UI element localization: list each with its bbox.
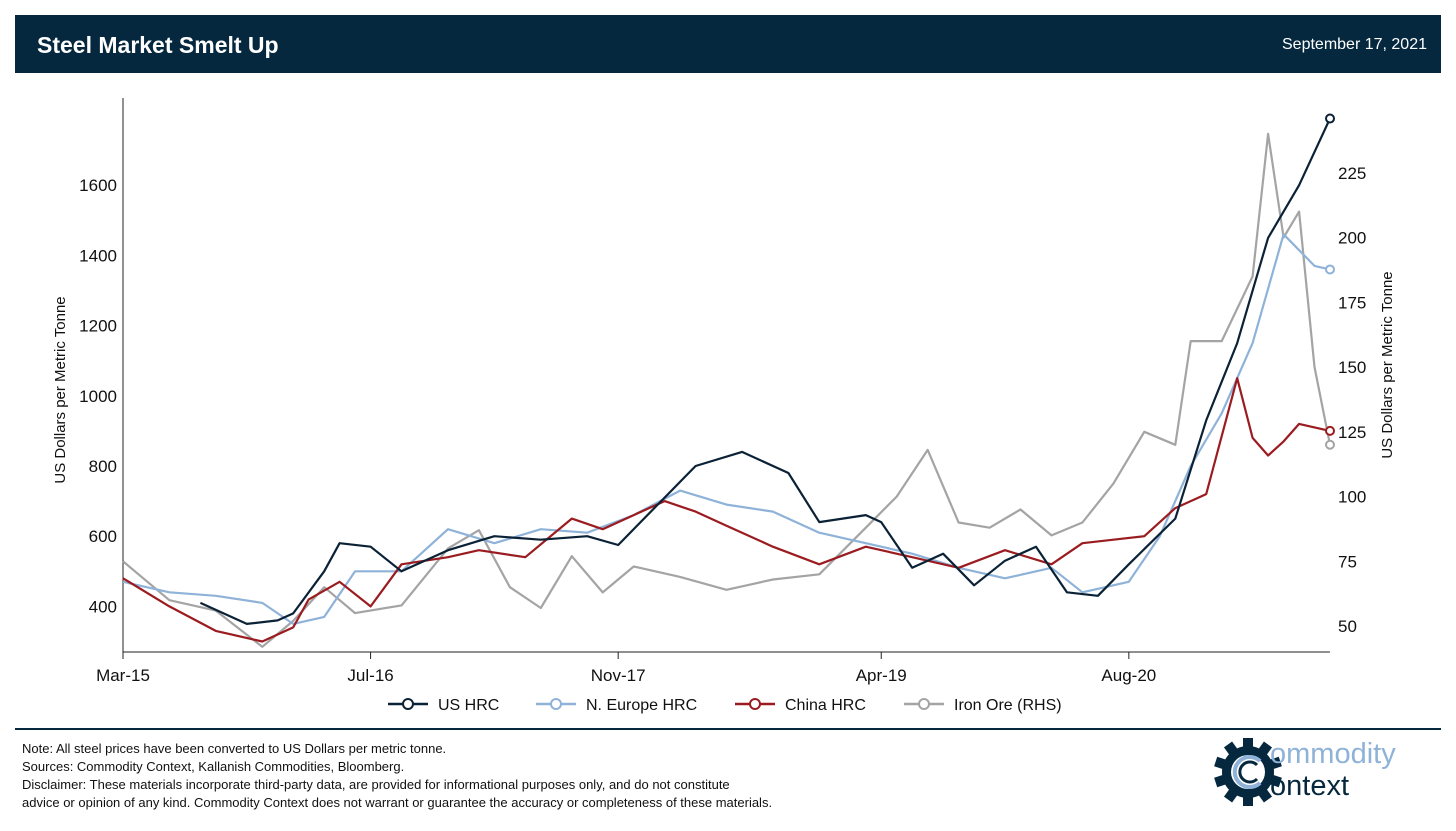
x-tick-label: Jul-16 bbox=[347, 666, 393, 685]
gear-icon bbox=[1214, 738, 1282, 806]
legend-label-us-hrc: US HRC bbox=[438, 697, 499, 714]
series-line-n-europe-hrc bbox=[122, 233, 1331, 626]
y-left-tick-label: 800 bbox=[89, 457, 117, 476]
y-left-tick-label: 1600 bbox=[79, 176, 117, 195]
legend-label-china-hrc: China HRC bbox=[785, 697, 866, 714]
legend-marker-iron-ore-rhs bbox=[918, 698, 930, 710]
y-left-tick-label: 600 bbox=[89, 527, 117, 546]
legend-marker-n-europe-hrc bbox=[550, 698, 562, 710]
series-end-marker-iron-ore-rhs bbox=[1325, 439, 1335, 450]
logo-word-context: ontext bbox=[1270, 770, 1349, 802]
gear-tooth bbox=[1243, 738, 1253, 750]
footer-notes: Note: All steel prices have been convert… bbox=[22, 740, 1172, 812]
y-right-tick-label: 200 bbox=[1338, 229, 1366, 248]
legend-label-n-europe-hrc: N. Europe HRC bbox=[586, 697, 697, 714]
y-left-axis-title: US Dollars per Metric Tonne bbox=[52, 296, 69, 483]
series-line-us-hrc bbox=[199, 118, 1331, 626]
x-tick-label: Nov-17 bbox=[591, 666, 646, 685]
x-tick-label: Mar-15 bbox=[96, 666, 150, 685]
logo-word-commodity: ommodity bbox=[1270, 738, 1396, 770]
chart-title: Steel Market Smelt Up bbox=[37, 32, 279, 58]
chart-legend: US HRC N. Europe HRC China HRC Iron Ore (RH… bbox=[388, 697, 1062, 714]
header-bar: Steel Market Smelt Up September 17, 2021 bbox=[15, 15, 1441, 73]
series-line-china-hrc bbox=[122, 377, 1331, 643]
y-right-tick-label: 225 bbox=[1338, 164, 1366, 183]
legend-marker-china-hrc bbox=[749, 698, 761, 710]
gear-tooth bbox=[1243, 794, 1253, 806]
y-left-tick-label: 1000 bbox=[79, 387, 117, 406]
series-line-iron-ore-rhs bbox=[122, 132, 1332, 648]
legend-marker-us-hrc bbox=[402, 698, 414, 710]
x-tick-label: Apr-19 bbox=[856, 666, 907, 685]
series-end-marker-us-hrc bbox=[1325, 113, 1335, 124]
series-end-marker-n-europe-hrc bbox=[1325, 264, 1335, 275]
chart-series bbox=[122, 113, 1335, 648]
chart-date: September 17, 2021 bbox=[1282, 36, 1427, 53]
y-left-tick-label: 1200 bbox=[79, 317, 117, 336]
y-right-tick-label: 100 bbox=[1338, 488, 1366, 507]
y-right-tick-label: 175 bbox=[1338, 293, 1366, 312]
chart-canvas: 400 600 800 1000 1200 1400 1600 50 75 100 125 150 17… bbox=[52, 98, 1396, 714]
chart-axes: 400 600 800 1000 1200 1400 1600 50 75 100 125 150 17… bbox=[52, 98, 1396, 685]
disclaimer-line-1: Disclaimer: These materials incorporate … bbox=[22, 777, 730, 792]
y-left-tick-label: 1400 bbox=[79, 246, 117, 265]
y-right-tick-label: 50 bbox=[1338, 617, 1357, 636]
y-right-axis-title: US Dollars per Metric Tonne bbox=[1379, 271, 1396, 458]
y-right-tick-label: 150 bbox=[1338, 358, 1366, 377]
x-tick-label: Aug-20 bbox=[1101, 666, 1156, 685]
series-end-marker-china-hrc bbox=[1325, 425, 1335, 436]
y-right-tick-label: 125 bbox=[1338, 423, 1366, 442]
y-left-tick-label: 400 bbox=[89, 597, 117, 616]
legend-label-iron-ore-rhs: Iron Ore (RHS) bbox=[954, 697, 1062, 714]
disclaimer-line-2: advice or opinion of any kind. Commodity… bbox=[22, 795, 773, 810]
commodity-context-logo: ommodity ontext bbox=[1212, 734, 1437, 814]
note-text: Note: All steel prices have been convert… bbox=[22, 741, 447, 756]
y-right-tick-label: 75 bbox=[1338, 552, 1357, 571]
footer-divider bbox=[15, 728, 1441, 730]
sources-text: Sources: Commodity Context, Kallanish Co… bbox=[22, 759, 405, 774]
